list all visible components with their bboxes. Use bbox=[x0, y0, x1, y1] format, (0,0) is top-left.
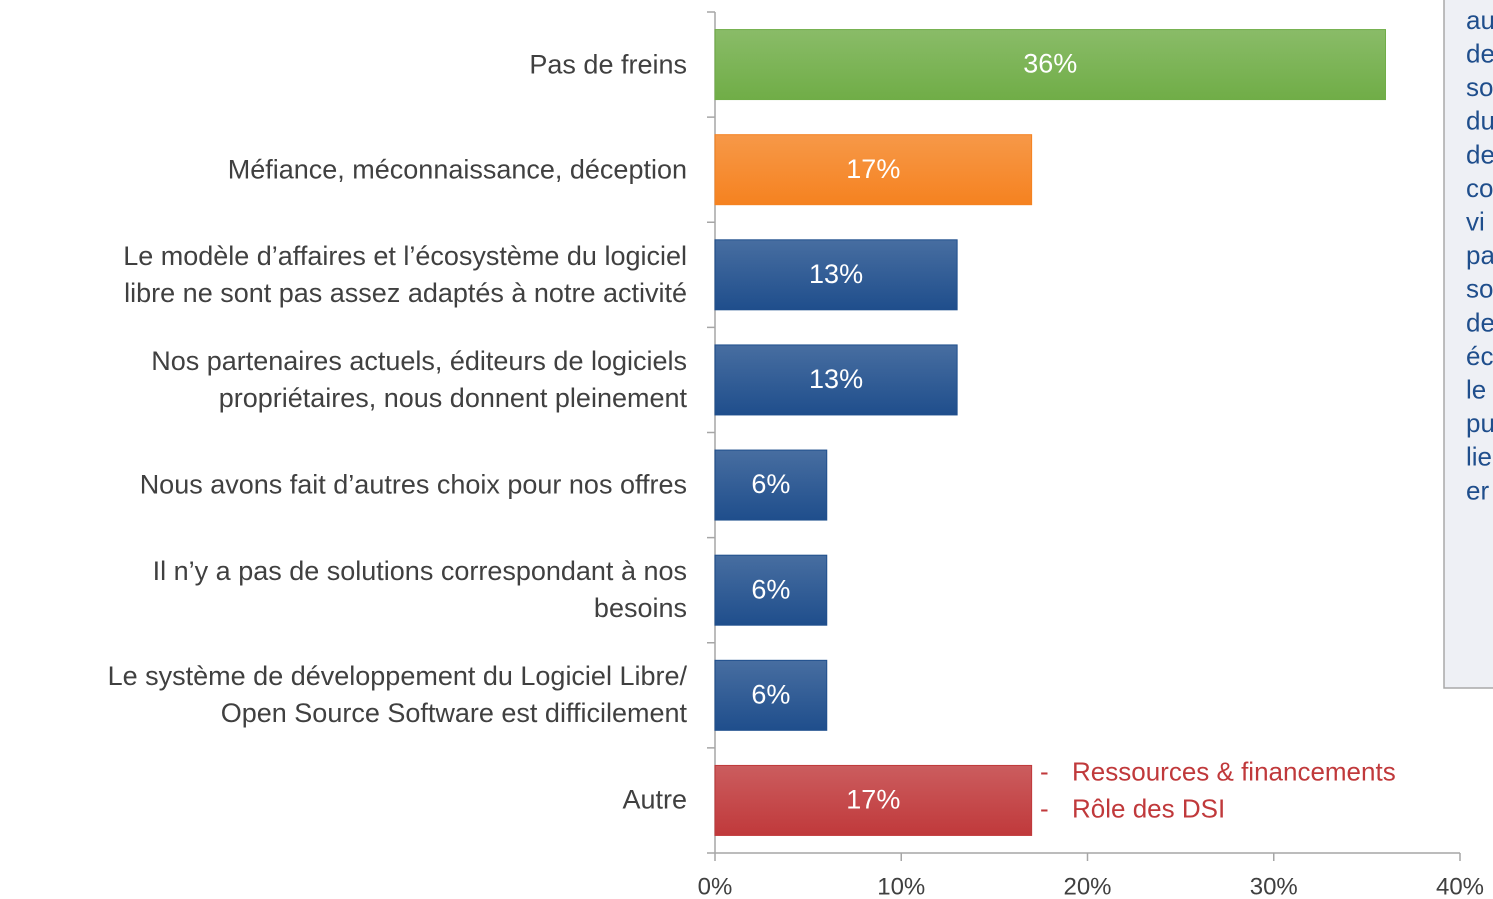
side-note-line: co bbox=[1466, 173, 1493, 203]
x-tick-label: 10% bbox=[877, 873, 925, 899]
side-note-line: éc bbox=[1466, 341, 1493, 371]
bar bbox=[714, 659, 828, 731]
annotation-text: Rôle des DSI bbox=[1072, 793, 1225, 823]
side-note-box bbox=[1443, 0, 1493, 689]
side-note-line: de bbox=[1466, 307, 1493, 337]
side-note-line: pa bbox=[1466, 240, 1493, 270]
side-note-line: de bbox=[1466, 139, 1493, 169]
bar bbox=[714, 764, 1033, 836]
data-label: 6% bbox=[751, 574, 790, 604]
x-tick-label: 0% bbox=[698, 873, 733, 899]
side-note-line: pu bbox=[1466, 408, 1493, 438]
data-label: 6% bbox=[751, 679, 790, 709]
side-note-line: so bbox=[1466, 72, 1493, 102]
category-label: Il n’y a pas de solutions correspondant … bbox=[152, 556, 687, 624]
data-label: 13% bbox=[809, 364, 863, 394]
x-tick-label: 30% bbox=[1250, 873, 1298, 899]
category-label: Autre bbox=[622, 784, 687, 815]
side-note-line: le bbox=[1466, 374, 1486, 404]
data-label: 17% bbox=[846, 785, 900, 815]
bar bbox=[714, 344, 958, 416]
data-label: 17% bbox=[846, 154, 900, 184]
data-label: 6% bbox=[751, 469, 790, 499]
x-tick-label: 40% bbox=[1436, 873, 1484, 899]
bar bbox=[714, 134, 1033, 206]
category-label: Nos partenaires actuels, éditeurs de log… bbox=[151, 345, 687, 413]
side-note-line: so bbox=[1466, 274, 1493, 304]
side-note-line: au bbox=[1466, 5, 1493, 35]
data-label: 36% bbox=[1023, 49, 1077, 79]
category-label: Pas de freins bbox=[529, 49, 687, 80]
side-note-line: du bbox=[1466, 106, 1493, 136]
category-label: Nous avons fait d’autres choix pour nos … bbox=[139, 469, 687, 500]
bar bbox=[714, 449, 828, 521]
annotation-bullet: - bbox=[1040, 793, 1049, 823]
data-label: 13% bbox=[809, 259, 863, 289]
side-note-line: de bbox=[1466, 38, 1493, 68]
x-tick-label: 20% bbox=[1063, 873, 1111, 899]
annotation-bullet: - bbox=[1040, 756, 1049, 786]
side-note-line: er bbox=[1466, 475, 1489, 505]
category-label: Le modèle d’affaires et l’écosystème du … bbox=[123, 240, 687, 308]
annotation-text: Ressources & financements bbox=[1072, 756, 1396, 786]
bar bbox=[714, 554, 828, 626]
bar bbox=[714, 239, 958, 311]
side-note-line: lie bbox=[1466, 442, 1492, 472]
category-label: Méfiance, méconnaissance, déception bbox=[227, 154, 687, 185]
bar bbox=[714, 29, 1386, 101]
category-label: Le système de développement du Logiciel … bbox=[107, 661, 687, 729]
side-note-line: vi bbox=[1466, 206, 1485, 236]
